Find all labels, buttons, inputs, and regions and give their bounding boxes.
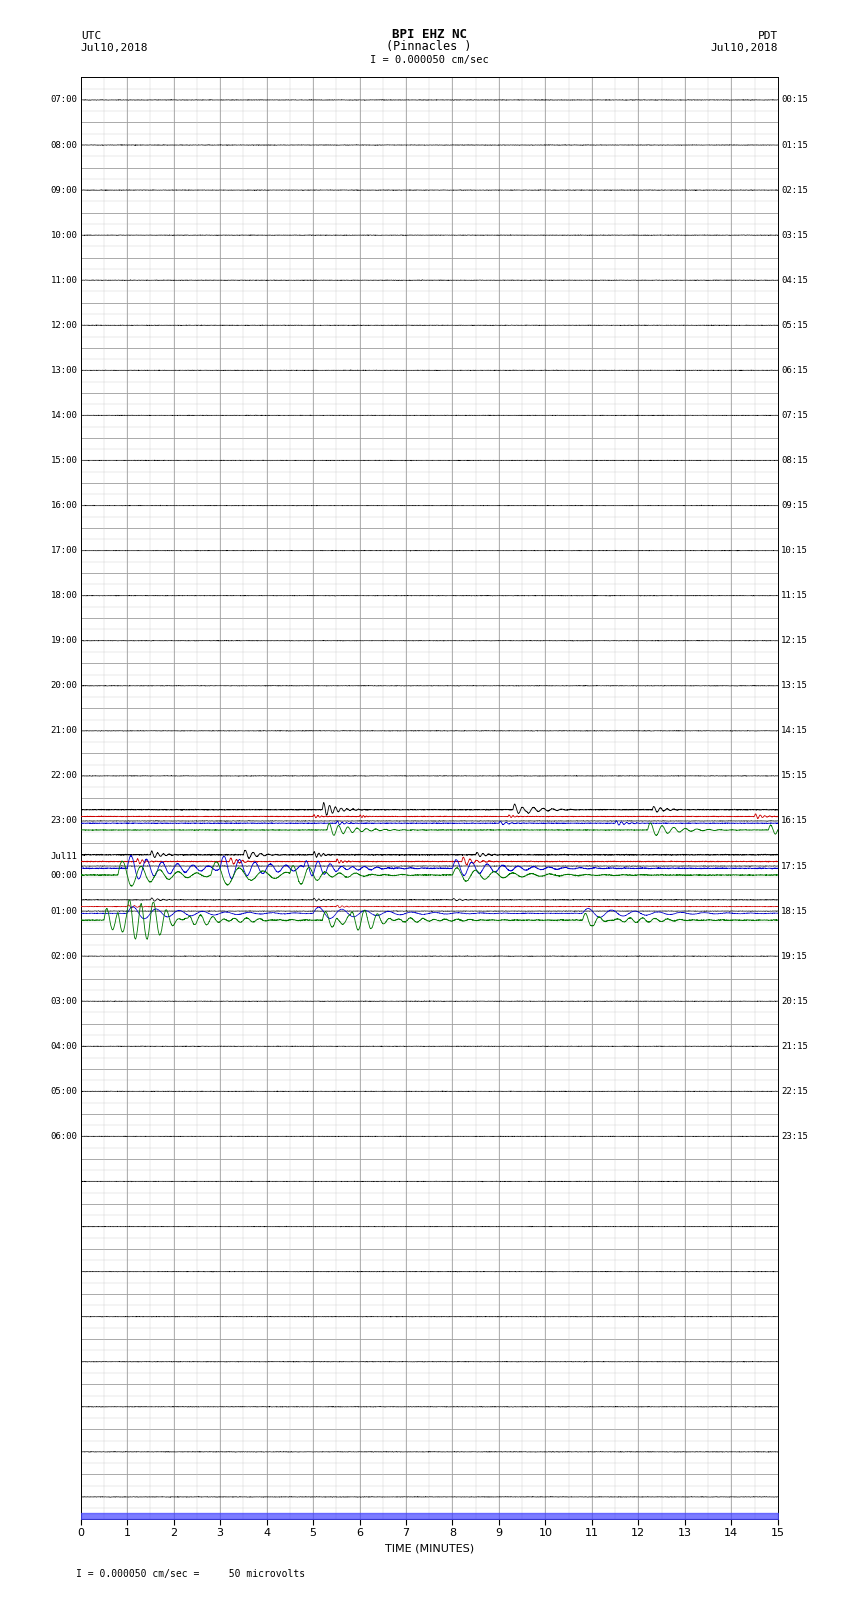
Text: 20:15: 20:15 [781,997,808,1007]
Text: 06:00: 06:00 [50,1132,77,1140]
Text: 12:00: 12:00 [50,321,77,329]
Text: Jul10,2018: Jul10,2018 [711,44,778,53]
X-axis label: TIME (MINUTES): TIME (MINUTES) [385,1544,473,1553]
Text: 13:15: 13:15 [781,681,808,690]
Text: 10:15: 10:15 [781,547,808,555]
Text: BPI EHZ NC: BPI EHZ NC [392,27,467,40]
Text: 21:15: 21:15 [781,1042,808,1050]
Text: (Pinnacles ): (Pinnacles ) [387,40,472,53]
Text: PDT: PDT [757,31,778,40]
Text: 16:00: 16:00 [50,502,77,510]
Text: 05:00: 05:00 [50,1087,77,1095]
Text: 14:00: 14:00 [50,411,77,419]
Text: 04:15: 04:15 [781,276,808,286]
Text: UTC: UTC [81,31,101,40]
Text: 23:15: 23:15 [781,1132,808,1140]
Text: Jul11: Jul11 [50,852,77,861]
Text: 16:15: 16:15 [781,816,808,826]
Text: 07:15: 07:15 [781,411,808,419]
Text: 10:00: 10:00 [50,231,77,240]
Text: 11:00: 11:00 [50,276,77,286]
Text: 04:00: 04:00 [50,1042,77,1050]
Text: 08:00: 08:00 [50,140,77,150]
Text: 06:15: 06:15 [781,366,808,374]
Text: 17:15: 17:15 [781,861,808,871]
Text: 13:00: 13:00 [50,366,77,374]
Text: 12:15: 12:15 [781,636,808,645]
Text: 19:15: 19:15 [781,952,808,961]
Text: 01:00: 01:00 [50,907,77,916]
Text: Ι = 0.000050 cm/sec =     50 microvolts: Ι = 0.000050 cm/sec = 50 microvolts [76,1569,306,1579]
Text: 09:15: 09:15 [781,502,808,510]
Text: 03:00: 03:00 [50,997,77,1007]
Text: 07:00: 07:00 [50,95,77,105]
Text: I = 0.000050 cm/sec: I = 0.000050 cm/sec [370,55,489,65]
Text: 22:00: 22:00 [50,771,77,781]
Text: 20:00: 20:00 [50,681,77,690]
Text: 17:00: 17:00 [50,547,77,555]
Text: 14:15: 14:15 [781,726,808,736]
Text: 00:00: 00:00 [50,871,77,881]
Text: 18:15: 18:15 [781,907,808,916]
Text: 03:15: 03:15 [781,231,808,240]
Text: 19:00: 19:00 [50,636,77,645]
Text: 08:15: 08:15 [781,456,808,465]
Text: 11:15: 11:15 [781,590,808,600]
Text: 09:00: 09:00 [50,185,77,195]
Text: 00:15: 00:15 [781,95,808,105]
Text: 01:15: 01:15 [781,140,808,150]
Text: 15:15: 15:15 [781,771,808,781]
Text: Jul10,2018: Jul10,2018 [81,44,148,53]
Text: 22:15: 22:15 [781,1087,808,1095]
Text: 18:00: 18:00 [50,590,77,600]
Text: 23:00: 23:00 [50,816,77,826]
Text: 02:15: 02:15 [781,185,808,195]
Text: 21:00: 21:00 [50,726,77,736]
Text: 15:00: 15:00 [50,456,77,465]
Text: 02:00: 02:00 [50,952,77,961]
Text: 05:15: 05:15 [781,321,808,329]
